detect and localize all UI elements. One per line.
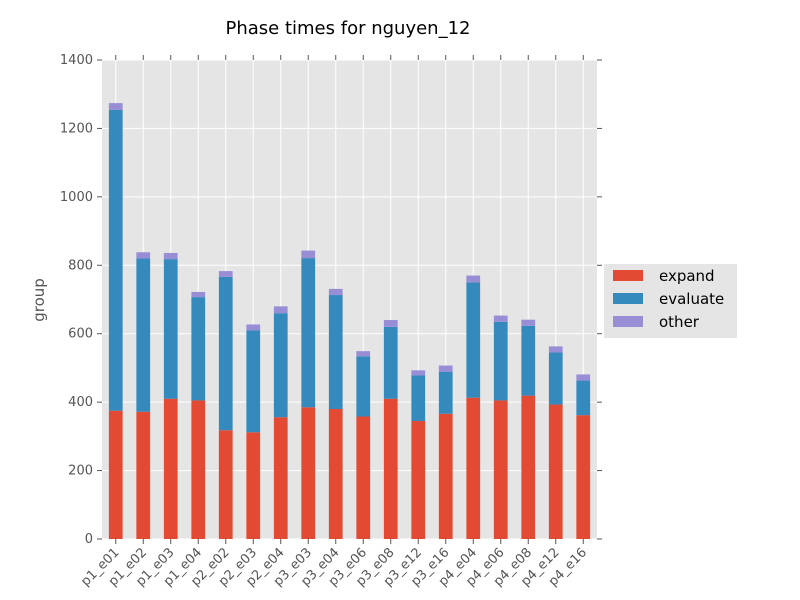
y-tick-label: 1000 bbox=[60, 190, 93, 205]
bar-other-p3_e16 bbox=[438, 365, 453, 372]
bar-expand-p4_e08 bbox=[521, 395, 536, 539]
bar-expand-p3_e06 bbox=[356, 416, 371, 539]
bar-evaluate-p1_e01 bbox=[108, 109, 123, 411]
bar-evaluate-p2_e04 bbox=[273, 313, 288, 418]
legend-swatch-expand bbox=[613, 270, 643, 281]
bar-other-p2_e04 bbox=[273, 306, 288, 314]
bar-other-p1_e02 bbox=[136, 252, 151, 259]
bar-expand-p2_e03 bbox=[246, 432, 261, 539]
bar-other-p4_e06 bbox=[493, 315, 508, 322]
bar-expand-p1_e02 bbox=[136, 411, 151, 539]
bar-evaluate-p3_e06 bbox=[356, 356, 371, 417]
y-axis: 0 200 400 600 800 1000 1200 1400 bbox=[60, 53, 602, 547]
legend-swatch-other bbox=[613, 316, 643, 327]
bar-expand-p4_e12 bbox=[548, 404, 563, 539]
bar-evaluate-p3_e04 bbox=[328, 295, 343, 409]
bar-other-p4_e12 bbox=[548, 346, 563, 353]
bar-evaluate-p4_e08 bbox=[521, 325, 536, 396]
bar-expand-p1_e01 bbox=[108, 410, 123, 539]
bar-expand-p4_e16 bbox=[576, 415, 591, 539]
bar-other-p2_e02 bbox=[218, 271, 233, 277]
bar-expand-p3_e03 bbox=[301, 407, 316, 539]
legend: expand evaluate other bbox=[604, 264, 737, 338]
y-tick-label: 1400 bbox=[60, 53, 93, 68]
bar-other-p1_e01 bbox=[108, 103, 123, 110]
bars-layer bbox=[108, 103, 591, 539]
bar-other-p3_e08 bbox=[383, 320, 398, 327]
bar-evaluate-p1_e04 bbox=[191, 297, 206, 401]
bar-expand-p3_e04 bbox=[328, 408, 343, 539]
bar-other-p1_e03 bbox=[163, 252, 178, 260]
bar-evaluate-p2_e03 bbox=[246, 330, 261, 433]
bar-evaluate-p4_e12 bbox=[548, 352, 563, 405]
bar-evaluate-p1_e02 bbox=[136, 258, 151, 412]
bar-expand-p2_e04 bbox=[273, 417, 288, 539]
bar-other-p3_e04 bbox=[328, 288, 343, 296]
bar-evaluate-p3_e12 bbox=[411, 375, 426, 421]
legend-label-evaluate: evaluate bbox=[659, 290, 724, 308]
bar-other-p4_e04 bbox=[466, 275, 481, 283]
bar-expand-p4_e06 bbox=[493, 400, 508, 539]
bar-evaluate-p3_e16 bbox=[438, 371, 453, 414]
bar-expand-p4_e04 bbox=[466, 397, 481, 539]
bar-evaluate-p2_e02 bbox=[218, 276, 233, 431]
y-tick-label: 200 bbox=[68, 464, 93, 479]
bar-other-p3_e03 bbox=[301, 250, 316, 259]
bar-evaluate-p4_e16 bbox=[576, 380, 591, 416]
y-tick-label: 1200 bbox=[60, 121, 93, 136]
y-tick-label: 0 bbox=[85, 532, 93, 547]
bar-expand-p3_e08 bbox=[383, 398, 398, 539]
bar-other-p2_e03 bbox=[246, 324, 261, 331]
bar-expand-p1_e04 bbox=[191, 400, 206, 539]
bar-evaluate-p3_e03 bbox=[301, 258, 316, 408]
bar-other-p4_e16 bbox=[576, 374, 591, 381]
bar-expand-p1_e03 bbox=[163, 398, 178, 539]
bar-other-p4_e08 bbox=[521, 319, 536, 326]
legend-label-other: other bbox=[659, 313, 700, 331]
bar-other-p1_e04 bbox=[191, 291, 206, 298]
bar-evaluate-p1_e03 bbox=[163, 259, 178, 399]
legend-label-expand: expand bbox=[659, 267, 715, 285]
y-tick-label: 600 bbox=[68, 327, 93, 342]
bar-evaluate-p4_e06 bbox=[493, 321, 508, 401]
bar-evaluate-p4_e04 bbox=[466, 282, 481, 398]
bar-evaluate-p3_e08 bbox=[383, 326, 398, 399]
y-tick-label: 800 bbox=[68, 258, 93, 273]
bar-expand-p3_e16 bbox=[438, 413, 453, 539]
bar-expand-p2_e02 bbox=[218, 430, 233, 539]
bar-expand-p3_e12 bbox=[411, 420, 426, 539]
legend-swatch-evaluate bbox=[613, 293, 643, 304]
y-tick-label: 400 bbox=[68, 395, 93, 410]
plot-area bbox=[102, 60, 597, 539]
bar-other-p3_e12 bbox=[411, 370, 426, 376]
chart-title: Phase times for nguyen_12 bbox=[226, 18, 471, 39]
y-axis-label: group bbox=[30, 278, 48, 322]
bar-other-p3_e06 bbox=[356, 351, 371, 357]
